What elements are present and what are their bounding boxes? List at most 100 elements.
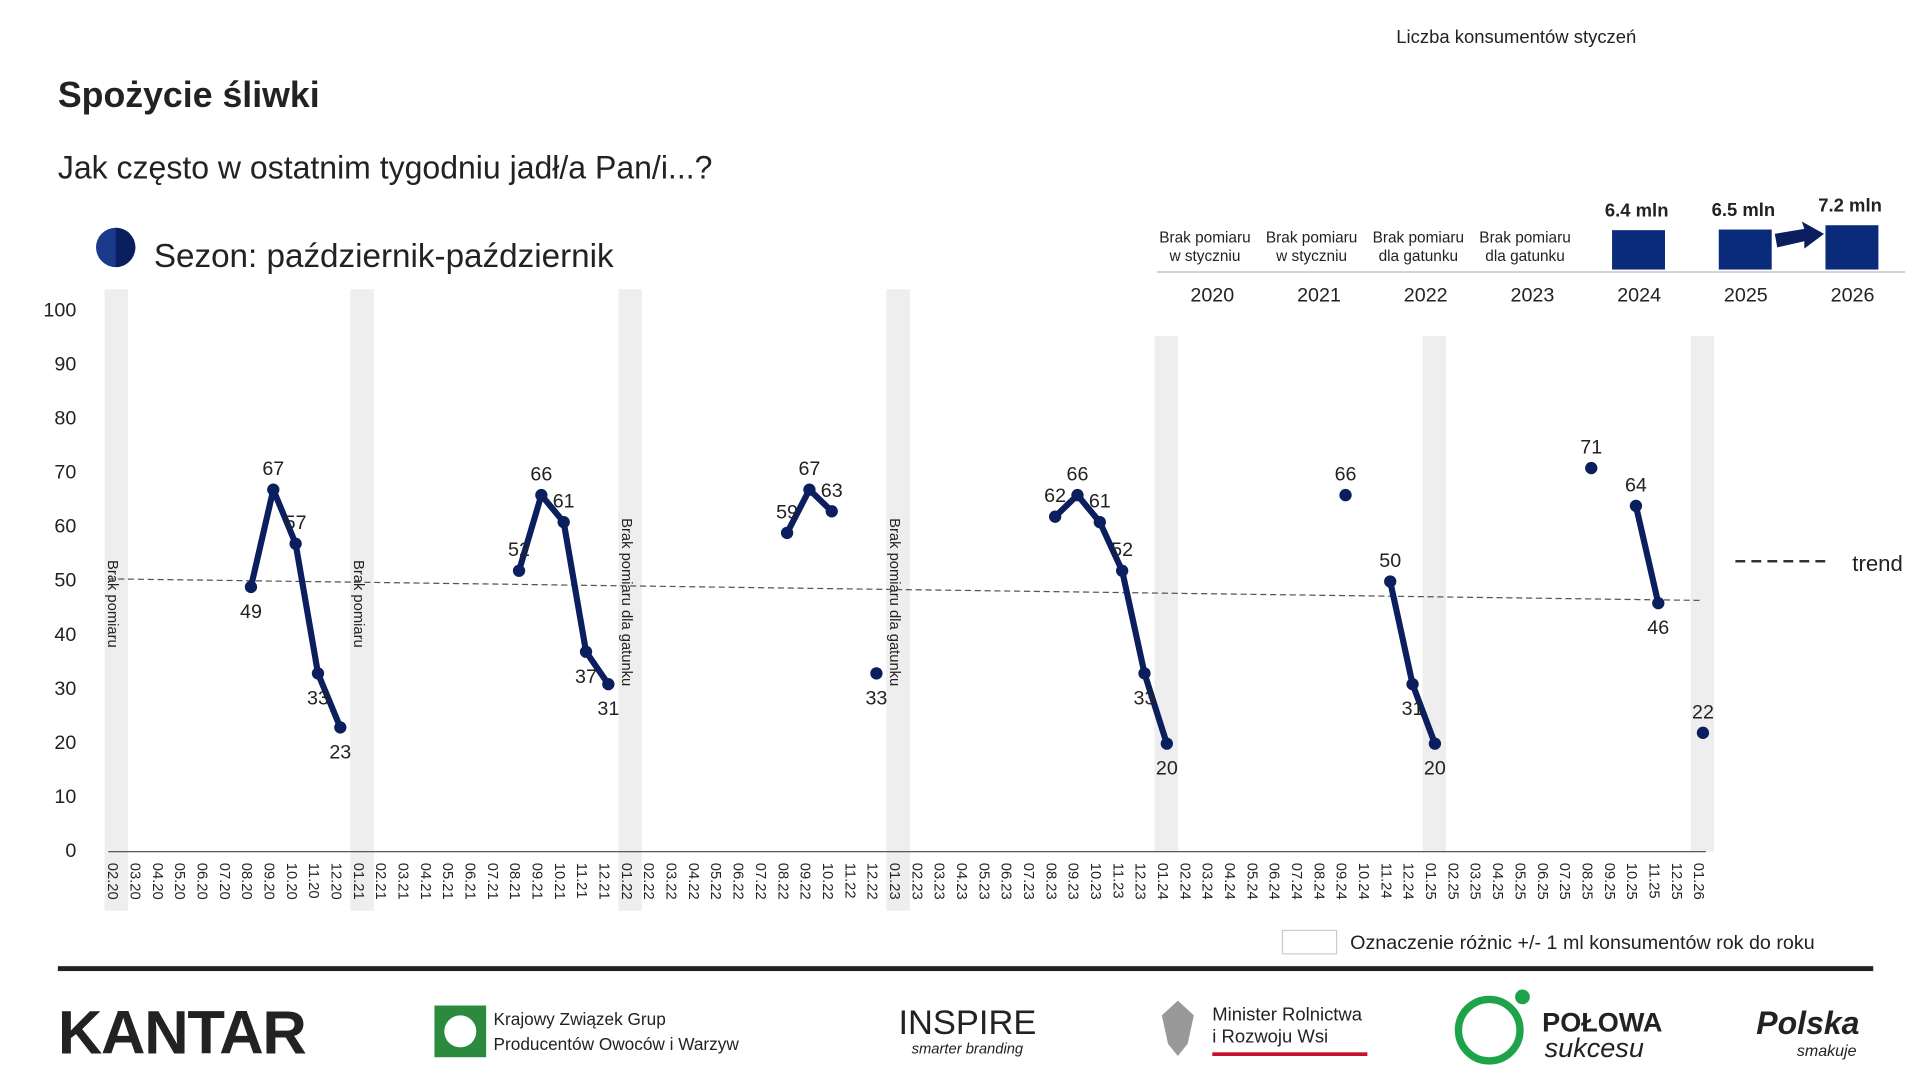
data-label: 37 [575, 666, 597, 688]
data-label: 66 [1067, 464, 1089, 486]
x-tick-label: 01.21 [350, 863, 366, 900]
no-data-band [350, 289, 374, 911]
point [512, 564, 526, 577]
data-label: 62 [1044, 485, 1066, 507]
consumers-chart: Liczba konsumentów styczeń 2020 Brak pomia… [1159, 26, 1882, 306]
point [1093, 515, 1106, 529]
year-label: 2024 [1617, 285, 1661, 307]
trend-legend-label: trend [1852, 551, 1902, 576]
year-label: 2026 [1831, 285, 1875, 307]
x-tick-label: 11.20 [305, 863, 321, 899]
x-tick-label: 01.24 [1154, 863, 1170, 900]
year-label: 2022 [1404, 285, 1448, 307]
arrow [1774, 221, 1824, 249]
x-tick-label: 01.26 [1690, 863, 1706, 900]
point [244, 580, 258, 594]
x-tick-label: 02.22 [640, 863, 656, 900]
bar [1612, 230, 1665, 270]
no-data-band [104, 289, 128, 911]
x-tick-label: 11.23 [1109, 863, 1125, 899]
data-label: 20 [1424, 758, 1446, 780]
inspire-tagline: smarter branding [912, 1042, 1024, 1058]
point [780, 526, 794, 540]
y-tick-label: 50 [54, 570, 76, 592]
x-tick-label: 08.24 [1310, 863, 1326, 900]
no-data-band [1690, 336, 1715, 852]
x-tick-label: 04.21 [417, 863, 433, 900]
polska-line1: Polska [1756, 1005, 1859, 1041]
y-tick-label: 20 [54, 732, 76, 754]
point [289, 537, 302, 550]
polowa-icon [1454, 995, 1524, 1065]
point [1696, 726, 1710, 739]
x-tick-label: 09.25 [1601, 863, 1617, 900]
data-label: 31 [1402, 698, 1424, 720]
minister-line2: i Rozwoju Wsi [1212, 1025, 1328, 1046]
x-tick-label: 12.22 [864, 863, 880, 900]
x-tick-label: 07.23 [1020, 863, 1036, 900]
x-tick-label: 08.21 [506, 863, 522, 900]
data-label: 67 [798, 458, 820, 480]
polowa-line1: POŁOWA [1542, 1006, 1662, 1037]
point [825, 505, 838, 518]
year-label: 2025 [1724, 285, 1768, 307]
year-label: 2021 [1297, 285, 1341, 307]
x-tick-label: 05.22 [707, 863, 723, 900]
year-note: Brak pomiaru [1479, 229, 1570, 246]
x-tick-label: 05.20 [171, 863, 187, 900]
title: Spożycie śliwki [58, 75, 320, 115]
data-label: 66 [1335, 464, 1357, 486]
x-tick-label: 10.23 [1087, 863, 1103, 900]
data-label: 33 [307, 687, 329, 709]
x-tick-label: 02.20 [104, 863, 120, 900]
point [1048, 510, 1062, 523]
data-label: 33 [865, 687, 887, 709]
year-note: w styczniu [1168, 248, 1240, 265]
series-line [251, 490, 1703, 744]
no-data-band [618, 289, 642, 911]
year-note: Brak pomiaru [1373, 229, 1464, 246]
y-tick-label: 40 [54, 624, 76, 646]
icon-half [115, 227, 136, 268]
band-label: Brak pomiaru dla gatunku [618, 518, 634, 686]
x-tick-label: 08.20 [238, 863, 254, 900]
x-tick-label: 06.24 [1266, 863, 1282, 900]
footer-rule [57, 966, 1874, 972]
y-tick-label: 90 [54, 354, 76, 376]
x-tick-label: 06.20 [193, 863, 209, 900]
point [311, 667, 325, 680]
data-label: 50 [1379, 550, 1401, 572]
polowa-line2: sukcesu [1545, 1032, 1644, 1063]
x-tick-label: 10.25 [1623, 863, 1639, 900]
no-data-band [886, 289, 910, 911]
x-tick-label: 04.24 [1221, 863, 1237, 900]
x-tick-label: 04.20 [149, 863, 165, 900]
x-tick-label: 03.21 [394, 863, 410, 900]
y-tick-label: 0 [65, 840, 76, 862]
point [334, 721, 347, 734]
data-label: 59 [776, 501, 798, 523]
x-tick-label: 12.23 [1132, 863, 1148, 900]
data-label: 20 [1156, 758, 1178, 780]
x-tick-label: 01.25 [1422, 863, 1438, 900]
point [557, 515, 570, 529]
x-tick-label: 02.21 [372, 863, 388, 900]
x-tick-label: 06.23 [998, 863, 1014, 900]
band-label: Brak pomiaru [104, 560, 120, 648]
year-note: Brak pomiaru [1266, 229, 1357, 246]
x-tick-label: 11.24 [1377, 863, 1393, 899]
x-tick-label: 03.20 [126, 863, 142, 900]
polowa-dot [1515, 989, 1530, 1005]
bar-label: 6.4 mln [1605, 200, 1669, 221]
x-tick-label: 12.25 [1668, 863, 1684, 900]
year-note: w styczniu [1275, 248, 1347, 265]
point [579, 645, 593, 658]
year-label: 2023 [1511, 285, 1555, 307]
x-tick-label: 01.22 [618, 863, 634, 900]
data-label: 61 [1089, 491, 1111, 513]
point [1585, 461, 1598, 475]
point [1071, 488, 1084, 502]
x-tick-label: 05.23 [975, 863, 991, 900]
